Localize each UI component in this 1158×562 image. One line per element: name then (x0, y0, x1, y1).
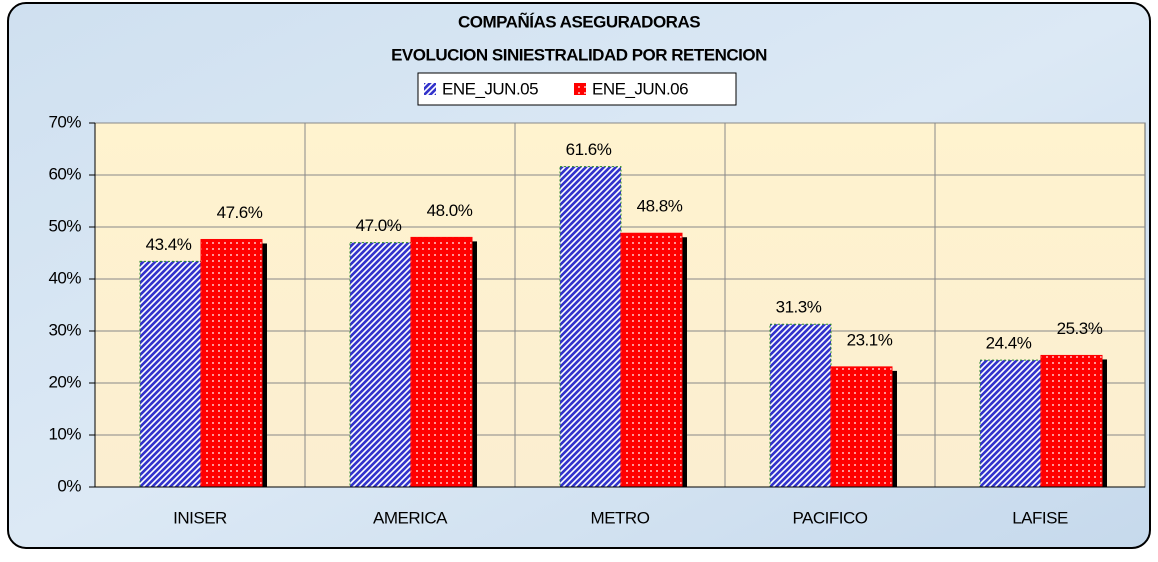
bar-shadow (682, 237, 687, 487)
chart-title: COMPAÑÍAS ASEGURADORAS (458, 11, 700, 31)
y-tick-label: 50% (48, 216, 81, 235)
x-tick-label: METRO (591, 508, 650, 527)
bar (769, 323, 832, 488)
y-tick-label: 40% (48, 268, 81, 287)
bar (349, 242, 412, 488)
value-label: 31.3% (776, 298, 822, 317)
value-label: 23.1% (847, 330, 893, 349)
bar-shadow (262, 243, 267, 487)
value-label: 48.0% (427, 201, 473, 220)
y-tick-label: 10% (48, 424, 81, 443)
bar (979, 359, 1042, 488)
legend-label: ENE_JUN.05 (442, 79, 538, 98)
bar (559, 166, 622, 488)
bar (830, 366, 893, 488)
chart-subtitle: EVOLUCION SINIESTRALIDAD POR RETENCION (391, 45, 767, 64)
bar (1040, 354, 1103, 488)
bar-shadow (472, 241, 477, 487)
legend-swatch (424, 83, 436, 95)
legend-swatch (574, 83, 586, 95)
bar (200, 238, 263, 488)
y-tick-label: 70% (48, 112, 81, 131)
bar-shadow (1102, 359, 1107, 487)
legend-label: ENE_JUN.06 (592, 79, 688, 98)
value-label: 25.3% (1057, 319, 1103, 338)
x-tick-label: LAFISE (1012, 508, 1068, 527)
value-label: 61.6% (566, 140, 612, 159)
y-tick-label: 30% (48, 320, 81, 339)
value-label: 47.0% (356, 216, 402, 235)
bar (620, 232, 683, 488)
y-tick-label: 0% (57, 476, 81, 495)
value-label: 43.4% (146, 235, 192, 254)
x-tick-label: AMERICA (373, 508, 448, 527)
y-tick-label: 20% (48, 372, 81, 391)
bar (139, 260, 202, 488)
value-label: 24.4% (986, 334, 1032, 353)
x-tick-label: INISER (173, 508, 227, 527)
value-label: 47.6% (217, 203, 263, 222)
x-tick-label: PACIFICO (792, 508, 867, 527)
value-label: 48.8% (637, 197, 683, 216)
bar (410, 236, 473, 488)
y-tick-label: 60% (48, 164, 81, 183)
bar-shadow (892, 370, 897, 487)
